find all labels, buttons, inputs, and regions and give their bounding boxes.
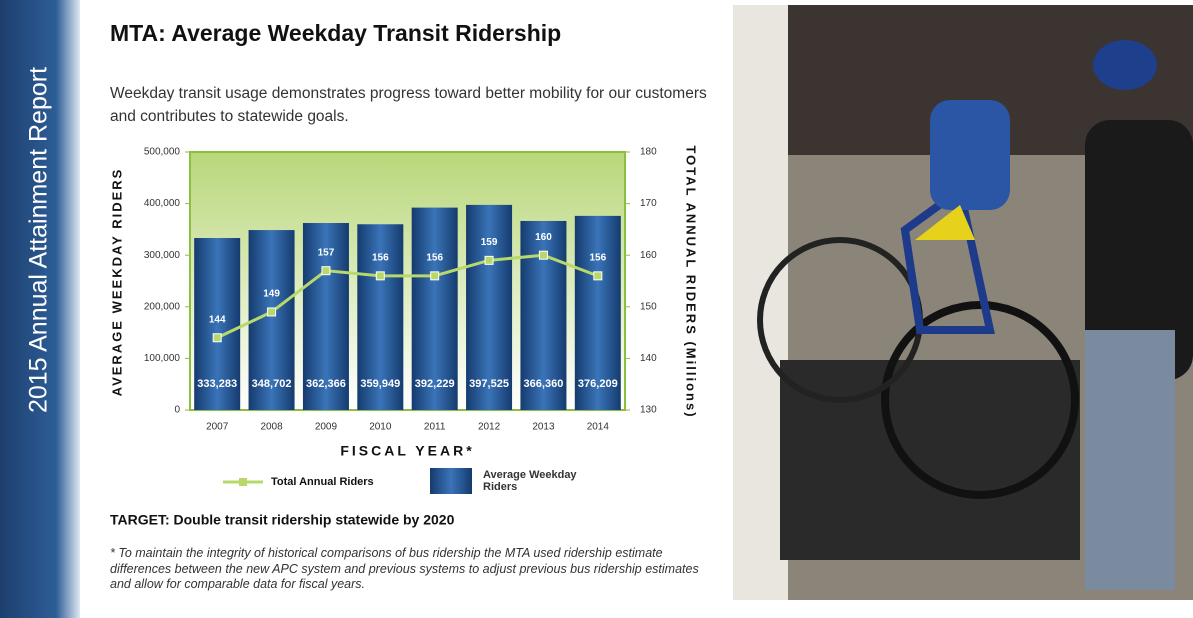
- line-marker: [431, 272, 439, 280]
- line-value-label: 149: [263, 289, 280, 300]
- y2-tick-label: 180: [640, 147, 657, 158]
- photo: [733, 5, 1193, 600]
- x-tick-label: 2007: [206, 422, 229, 433]
- x-tick-label: 2013: [532, 422, 555, 433]
- y-tick-label: 100,000: [144, 353, 181, 364]
- line-value-label: 159: [481, 237, 498, 248]
- bar-value-label: 333,283: [197, 378, 237, 390]
- legend-label: Average Weekday Riders: [483, 469, 593, 493]
- bar-value-label: 366,360: [524, 378, 564, 390]
- title: MTA: Average Weekday Transit Ridership: [110, 20, 561, 46]
- line-value-label: 156: [372, 252, 389, 263]
- bar-value-label: 376,209: [578, 378, 618, 390]
- y-tick-label: 400,000: [144, 198, 181, 209]
- x-tick-label: 2012: [478, 422, 501, 433]
- helmet: [1093, 40, 1157, 90]
- line-value-label: 156: [589, 252, 606, 263]
- x-axis-title: FISCAL YEAR*: [340, 443, 474, 459]
- sidebar-text: 2015 Annual Attainment Report: [25, 67, 53, 413]
- line-value-label: 157: [318, 247, 335, 258]
- line-marker: [322, 267, 330, 275]
- y-tick-label: 300,000: [144, 250, 181, 261]
- x-tick-label: 2014: [587, 422, 610, 433]
- y2-tick-label: 170: [640, 198, 657, 209]
- person-shirt: [930, 100, 1010, 210]
- y-tick-label: 500,000: [144, 147, 181, 158]
- y-tick-label: 200,000: [144, 301, 181, 312]
- line-value-label: 144: [209, 314, 226, 325]
- person-legs: [1085, 330, 1175, 590]
- x-tick-label: 2011: [424, 422, 446, 433]
- line-marker: [376, 272, 384, 280]
- subtitle: Weekday transit usage demonstrates progr…: [110, 82, 720, 128]
- page: 2015 Annual Attainment Report MTA: Avera…: [0, 0, 1193, 618]
- x-tick-label: 2008: [260, 422, 283, 433]
- line-marker: [213, 334, 221, 342]
- line-value-label: 160: [535, 232, 552, 243]
- x-tick-label: 2010: [369, 422, 392, 433]
- bar-value-label: 348,702: [252, 378, 292, 390]
- y2-tick-label: 130: [640, 405, 657, 416]
- line-value-label: 156: [426, 252, 443, 263]
- y2-tick-label: 150: [640, 301, 657, 312]
- y-tick-label: 0: [174, 405, 180, 416]
- bar-value-label: 392,229: [415, 378, 455, 390]
- line-marker: [268, 308, 276, 316]
- footnote: * To maintain the integrity of historica…: [110, 546, 720, 593]
- line-marker: [485, 256, 493, 264]
- bar-value-label: 359,949: [360, 378, 400, 390]
- y-axis-title: AVERAGE WEEKDAY RIDERS: [109, 168, 124, 397]
- bar-value-label: 362,366: [306, 378, 346, 390]
- bar-value-label: 397,525: [469, 378, 509, 390]
- legend-marker: [239, 478, 247, 486]
- legend-label: Total Annual Riders: [271, 476, 374, 488]
- y2-tick-label: 140: [640, 353, 657, 364]
- line-marker: [539, 251, 547, 259]
- target: TARGET: Double transit ridership statewi…: [110, 512, 455, 528]
- x-tick-label: 2009: [315, 422, 338, 433]
- legend-swatch: [430, 468, 472, 494]
- y2-axis-title: TOTAL ANNUAL RIDERS (Millions): [684, 145, 699, 418]
- line-marker: [594, 272, 602, 280]
- y2-tick-label: 160: [640, 250, 657, 261]
- bike-rack: [780, 360, 1080, 560]
